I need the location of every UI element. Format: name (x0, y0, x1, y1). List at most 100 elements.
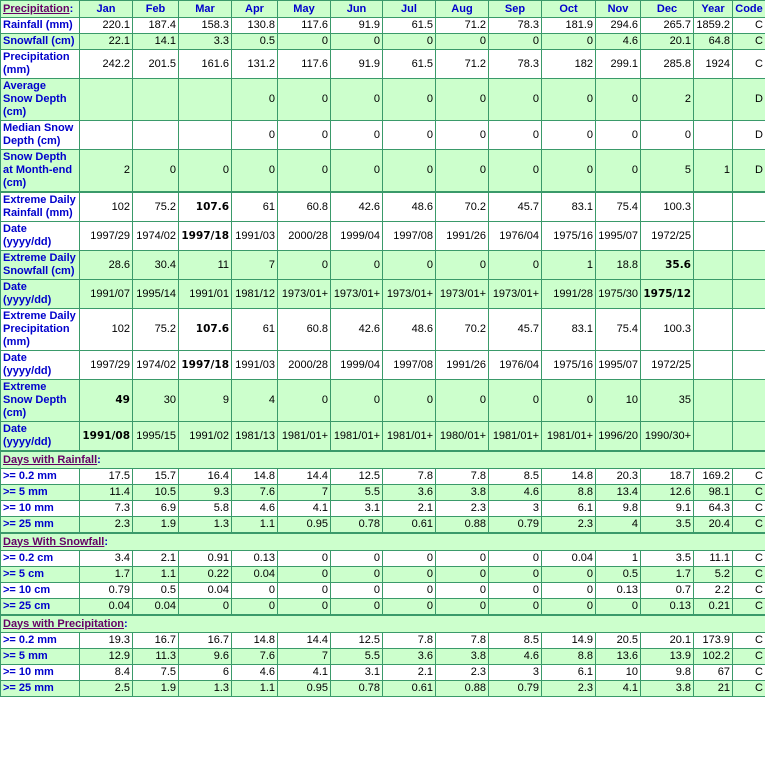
year-cell: 11.1 (693, 550, 733, 567)
row-label: >= 10 mm (0, 664, 80, 681)
value-cell-nov: 0.5 (595, 566, 641, 583)
value-cell-jan: 1997/29 (79, 350, 133, 380)
value-cell-mar: 0 (178, 149, 232, 193)
section-title-link[interactable]: Days with Precipitation (3, 617, 125, 630)
value-cell-nov: 20.5 (595, 632, 641, 649)
value-cell-aug: 71.2 (435, 17, 489, 34)
value-cell-feb: 10.5 (132, 484, 179, 501)
year-cell (693, 250, 733, 280)
value-cell-feb: 11.3 (132, 648, 179, 665)
value-cell-sep: 0.79 (488, 516, 542, 534)
value-cell-jun: 12.5 (330, 632, 383, 649)
value-cell-may: 2000/28 (277, 221, 331, 251)
section-header-row: Days with Precipitation: (0, 614, 765, 633)
value-cell-apr: 1981/12 (231, 279, 278, 309)
table-row: >= 5 mm 12.9 11.3 9.6 7.6 7 5.5 3.6 3.8 4.6 8.8 13.… (0, 648, 765, 665)
value-cell-dec: 0.13 (640, 598, 694, 616)
value-cell-oct: 83.1 (541, 308, 596, 351)
value-cell-may: 0 (277, 566, 331, 583)
value-cell-nov: 13.4 (595, 484, 641, 501)
row-label: >= 5 cm (0, 566, 80, 583)
value-cell-may: 60.8 (277, 191, 331, 222)
value-cell-jul: 1973/01+ (382, 279, 436, 309)
value-cell-feb: 1974/02 (132, 221, 179, 251)
code-cell: C (732, 550, 765, 567)
value-cell-dec: 100.3 (640, 308, 694, 351)
value-cell-feb: 75.2 (132, 191, 179, 222)
value-cell-oct: 0 (541, 33, 596, 50)
value-cell-nov: 18.8 (595, 250, 641, 280)
month-header-nov: Nov (595, 0, 641, 18)
value-cell-aug: 3.8 (435, 484, 489, 501)
value-cell-sep: 0 (488, 379, 542, 422)
code-cell (732, 250, 765, 280)
table-row: >= 10 mm 8.4 7.5 6 4.6 4.1 3.1 2.1 2.3 3 6.1 10 9.8 6… (0, 664, 765, 681)
year-cell: 98.1 (693, 484, 733, 501)
value-cell-jan: 7.3 (79, 500, 133, 517)
value-cell-mar: 1997/18 (178, 221, 232, 251)
value-cell-feb (132, 78, 179, 121)
value-cell-feb: 1995/15 (132, 421, 179, 452)
value-cell-aug: 7.8 (435, 468, 489, 485)
value-cell-sep: 4.6 (488, 648, 542, 665)
value-cell-sep: 45.7 (488, 191, 542, 222)
section-title-link[interactable]: Days with Rainfall (3, 453, 98, 466)
value-cell-may: 0 (277, 120, 331, 150)
value-cell-nov: 13.6 (595, 648, 641, 665)
year-cell: 173.9 (693, 632, 733, 649)
value-cell-oct: 182 (541, 49, 596, 79)
value-cell-jun: 1973/01+ (330, 279, 383, 309)
value-cell-apr: 4.6 (231, 664, 278, 681)
value-cell-jun: 1999/04 (330, 221, 383, 251)
value-cell-nov: 0 (595, 78, 641, 121)
value-cell-dec: 9.8 (640, 664, 694, 681)
value-cell-feb: 30 (132, 379, 179, 422)
value-cell-may: 0 (277, 550, 331, 567)
row-label: >= 10 cm (0, 582, 80, 599)
value-cell-nov: 9.8 (595, 500, 641, 517)
code-cell: C (732, 500, 765, 517)
colon: : (104, 535, 109, 548)
value-cell-dec: 3.8 (640, 680, 694, 697)
value-cell-mar (178, 78, 232, 121)
table-row: Extreme Daily Snowfall (cm) 28.6 30.4 11 7 0 0… (0, 250, 765, 280)
value-cell-sep: 0 (488, 550, 542, 567)
value-cell-jan: 102 (79, 308, 133, 351)
value-cell-sep: 0 (488, 149, 542, 193)
code-cell: C (732, 648, 765, 665)
table-row: Average Snow Depth (cm) 0 0 0 0 0 0 0 0 2 D (0, 78, 765, 121)
value-cell-jan (79, 78, 133, 121)
code-cell: C (732, 582, 765, 599)
table-row: Snowfall (cm) 22.1 14.1 3.3 0.5 0 0 0 0 0 0 4.6 20.1… (0, 33, 765, 50)
value-cell-apr: 1991/03 (231, 221, 278, 251)
value-cell-mar: 107.6 (178, 191, 232, 222)
value-cell-jan: 1991/08 (79, 421, 133, 452)
value-cell-oct: 0 (541, 120, 596, 150)
precipitation-title-link[interactable]: Precipitation (3, 2, 70, 15)
row-label: >= 5 mm (0, 484, 80, 501)
value-cell-aug: 0 (435, 250, 489, 280)
code-header: Code (732, 0, 765, 18)
value-cell-mar: 0.04 (178, 582, 232, 599)
month-header-jan: Jan (79, 0, 133, 18)
year-cell: 64.8 (693, 33, 733, 50)
year-header: Year (693, 0, 733, 18)
section-title-link[interactable]: Days With Snowfall (3, 535, 105, 548)
value-cell-oct: 6.1 (541, 664, 596, 681)
value-cell-dec: 3.5 (640, 550, 694, 567)
year-cell (693, 78, 733, 121)
value-cell-nov: 1995/07 (595, 350, 641, 380)
table-row: >= 0.2 mm 19.3 16.7 16.7 14.8 14.4 12.5 7.8 7.8 8… (0, 632, 765, 649)
table-row: Extreme Daily Precipitation (mm) 102 75.2 1… (0, 308, 765, 351)
code-cell (732, 308, 765, 351)
value-cell-may: 2000/28 (277, 350, 331, 380)
value-cell-jul: 1997/08 (382, 221, 436, 251)
value-cell-oct: 2.3 (541, 680, 596, 697)
value-cell-mar: 107.6 (178, 308, 232, 351)
value-cell-apr: 14.8 (231, 468, 278, 485)
table-row: >= 5 cm 1.7 1.1 0.22 0.04 0 0 0 0 0 0 0.5 1.7 5.2 C (0, 566, 765, 583)
value-cell-nov: 10 (595, 664, 641, 681)
year-cell (693, 308, 733, 351)
value-cell-dec: 100.3 (640, 191, 694, 222)
value-cell-may: 4.1 (277, 664, 331, 681)
